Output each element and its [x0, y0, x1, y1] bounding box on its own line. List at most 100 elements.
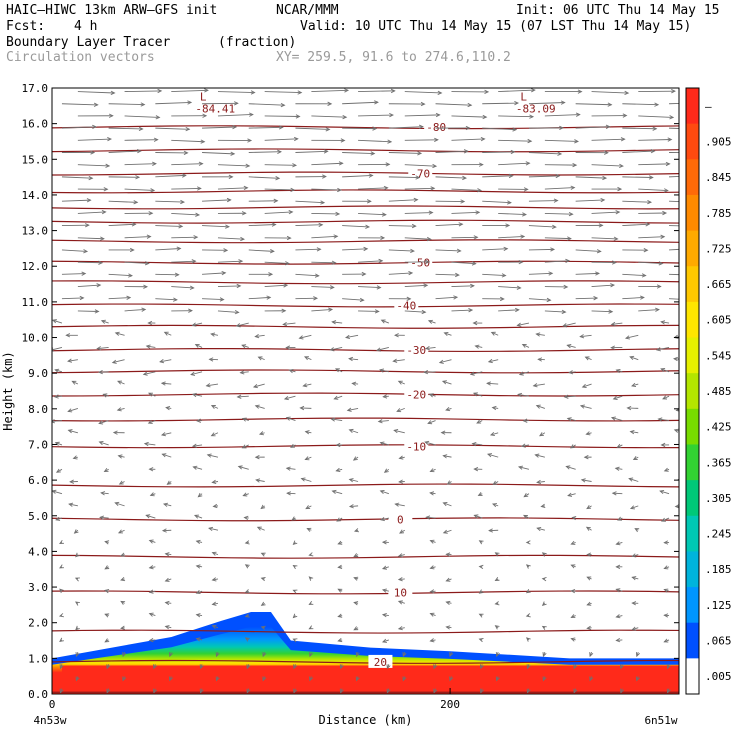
wind-vector: [124, 234, 152, 239]
wind-vector-shaft: [108, 150, 141, 153]
wind-vector-head: [329, 285, 335, 290]
wind-vector: [482, 149, 516, 155]
wind-vector: [244, 564, 250, 569]
contour-line: [52, 148, 679, 153]
wind-vector-head: [393, 428, 399, 434]
wind-vector-head: [215, 652, 220, 658]
wind-vector-shaft: [342, 127, 377, 130]
wind-vector: [435, 295, 459, 300]
low-marker: L: [520, 90, 527, 103]
wind-vector-head: [233, 101, 239, 106]
wind-vector: [669, 298, 679, 300]
wind-vector-head: [570, 637, 576, 642]
wind-vector: [404, 309, 427, 315]
wind-vector-head: [108, 113, 114, 118]
wind-vector-shaft: [303, 383, 312, 387]
wind-vector-head: [145, 344, 151, 349]
wind-vector-head: [304, 456, 310, 461]
wind-vector: [542, 651, 547, 658]
wind-vector: [435, 102, 473, 108]
wind-vector: [381, 588, 389, 593]
wind-vector-shaft: [425, 441, 436, 446]
wind-vector: [283, 395, 296, 401]
wind-vector-head: [386, 664, 391, 670]
wind-vector: [634, 528, 640, 533]
wind-vector-shaft: [404, 284, 428, 287]
wind-vector: [342, 271, 367, 277]
wind-vector-shaft: [435, 223, 463, 227]
wind-vector-head: [389, 112, 394, 118]
wind-vector-head: [187, 100, 193, 105]
wind-vector-shaft: [253, 383, 265, 388]
wind-vector: [295, 101, 333, 106]
wind-vector-head: [386, 688, 391, 694]
wind-vector-shaft: [264, 261, 289, 264]
wind-vector-head: [476, 419, 482, 424]
wind-vector-shaft: [77, 284, 101, 287]
wind-vector-shaft: [528, 102, 565, 105]
y-tick-label: 11.0: [22, 296, 49, 309]
wind-vector-shaft: [311, 115, 347, 118]
wind-vector-head: [586, 625, 592, 630]
wind-vector-head: [237, 465, 243, 470]
wind-vector-head: [577, 89, 583, 94]
wind-vector-head: [417, 151, 423, 156]
wind-vector-head: [585, 431, 591, 436]
wind-vector-head: [659, 489, 665, 495]
wind-vector-head: [243, 185, 249, 191]
wind-vector-shaft: [202, 126, 237, 129]
wind-vector: [358, 235, 386, 241]
wind-vector-head: [499, 296, 505, 302]
wind-vector: [67, 407, 79, 413]
wind-vector: [498, 114, 535, 119]
wind-vector-head: [106, 688, 111, 694]
wind-vector: [292, 589, 298, 594]
wind-vector-head: [586, 601, 592, 606]
wind-vector-shaft: [248, 176, 280, 179]
wind-vector-shaft: [658, 418, 670, 422]
colorbar-label: .125: [705, 599, 732, 612]
x-tick-label: 0: [49, 698, 56, 711]
wind-vector: [575, 296, 599, 301]
wind-vector: [666, 688, 671, 694]
colorbar-swatch: [686, 515, 699, 552]
wind-vector-shaft: [611, 322, 623, 325]
wind-vector: [429, 638, 436, 643]
wind-vector-head: [164, 577, 170, 582]
wind-vector-head: [309, 652, 314, 658]
wind-vector: [615, 614, 623, 619]
wind-vector: [534, 453, 545, 458]
wind-vector-head: [331, 489, 337, 495]
wind-vector-head: [353, 626, 359, 631]
wind-vector-shaft: [404, 237, 431, 240]
wind-vector-head: [570, 444, 575, 449]
wind-vector: [248, 249, 275, 254]
wind-vector: [629, 429, 639, 435]
wind-vector-shaft: [97, 347, 109, 350]
wind-vector: [335, 442, 343, 448]
wind-vector: [68, 502, 78, 507]
wind-vector-shaft: [207, 454, 219, 458]
wind-vector: [309, 676, 314, 682]
wind-vector-head: [355, 652, 360, 658]
wind-vector: [376, 347, 389, 352]
wind-vector-head: [381, 540, 387, 545]
wind-vector-head: [420, 101, 426, 107]
wind-vector-head: [423, 370, 429, 375]
wind-vector-shaft: [52, 490, 63, 495]
wind-vector: [404, 137, 439, 142]
wind-vector-head: [226, 197, 232, 203]
wind-vector-head: [610, 283, 616, 288]
wind-vector-shaft: [108, 297, 131, 300]
wind-vector: [208, 526, 219, 532]
wind-vector-shaft: [171, 139, 205, 143]
wind-vector-head: [604, 150, 609, 155]
wind-vector-shaft: [342, 248, 368, 251]
wind-vector: [59, 588, 64, 594]
wind-vector-shaft: [487, 382, 499, 385]
wind-vector: [586, 552, 592, 557]
wind-vector-head: [486, 381, 491, 386]
wind-vector: [451, 188, 483, 193]
wind-vector: [615, 564, 623, 569]
wind-vector: [168, 676, 173, 682]
